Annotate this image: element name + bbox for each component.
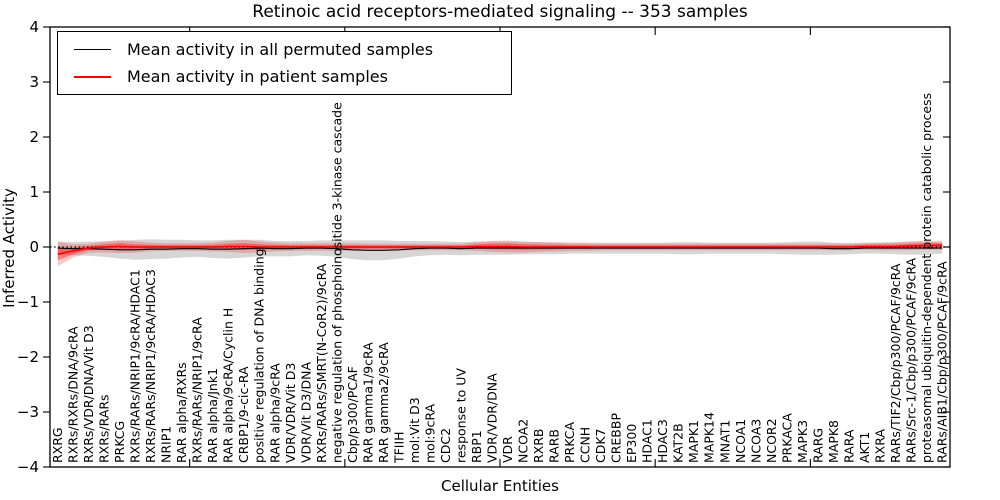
y-tick-label: 2 (29, 128, 39, 146)
x-tick-label: KAT2B (671, 423, 686, 463)
chart-title: Retinoic acid receptors-mediated signali… (252, 2, 748, 22)
x-tick-label: mol:9cRA (422, 403, 437, 463)
y-tick-label: −2 (17, 348, 39, 366)
x-tick-label: RBP1 (469, 430, 484, 463)
x-tick-label: PRKACA (779, 413, 794, 463)
legend-entry-patient: Mean activity in patient samples (58, 64, 511, 90)
y-tick-label: 0 (29, 238, 39, 256)
x-tick-label: RAR alpha/Jnk1 (205, 368, 220, 463)
y-tick-label: −3 (17, 403, 39, 421)
x-tick-label: RXRs/RARs/NRIP1/9cRA/HDAC1 (128, 269, 143, 463)
x-tick-label: RXRs/RARs/SMRT(N-CoR2)/9cRA (314, 263, 329, 463)
x-tick-label: CRBP1/9-cic-RA (236, 366, 251, 463)
x-tick-label: MAPK14 (702, 412, 717, 463)
x-tick-label: RXRA (872, 429, 887, 463)
x-tick-label: RXRG (50, 427, 65, 463)
x-tick-label: RAR gamma2/9cRA (376, 342, 391, 463)
x-tick-label: RARs/TIF2/Cbp/p300/PCAF/9cRA (888, 263, 903, 463)
x-tick-label: NCOA1 (733, 419, 748, 463)
x-tick-label: HDAC3 (655, 419, 670, 463)
x-tick-label: RAR alpha/RXRs (174, 362, 189, 463)
x-tick-label: MAPK1 (686, 420, 701, 463)
patient-mean-line (57, 244, 943, 255)
x-tick-label: AKT1 (857, 432, 872, 463)
x-tick-label: MAPK8 (826, 420, 841, 463)
x-tick-label: RAR alpha/9cRA (267, 363, 282, 463)
x-tick-label: NCOA2 (516, 419, 531, 463)
x-tick-label: VDR (500, 436, 515, 463)
permuted-std-band (57, 239, 943, 261)
y-tick-label: −4 (17, 458, 39, 476)
axes-frame (49, 26, 951, 468)
x-tick-label: response to UV (453, 368, 468, 463)
x-tick-label: RAR gamma1/9cRA (360, 342, 375, 463)
x-tick-label: VDR/Vit D3/DNA (298, 362, 313, 463)
x-tick-label: VDR/VDR/Vit D3 (283, 363, 298, 463)
x-tick-label: positive regulation of DNA binding (252, 248, 267, 463)
x-tick-label: NRIP1 (159, 426, 174, 463)
y-axis-label: Inferred Activity (0, 188, 18, 308)
y-tick-label: 4 (29, 18, 39, 36)
x-tick-label: RXRs/RXRs/DNA/9cRA (66, 326, 81, 463)
x-tick-label: RXRs/VDR/DNA/Vit D3 (81, 325, 96, 463)
legend-line-patient (74, 75, 111, 78)
legend-line-permuted (74, 49, 111, 50)
x-tick-label: negative regulation of phosphoinositide … (329, 102, 344, 463)
x-tick-label: RARA (841, 429, 856, 463)
x-tick-label: NCOR2 (764, 418, 779, 463)
x-axis-label: Cellular Entities (441, 477, 559, 495)
x-tick-label: MNAT1 (717, 420, 732, 463)
legend-entry-permuted: Mean activity in all permuted samples (58, 37, 511, 63)
x-tick-label: NCOA3 (748, 419, 763, 463)
x-tick-label: RXRs/RARs/NRIP1/9cRA/HDAC3 (143, 269, 158, 463)
x-tick-label: VDR/VDR/DNA (484, 373, 499, 463)
x-tick-label: CREBBP (609, 413, 624, 463)
x-tick-label: EP300 (624, 424, 639, 463)
legend-label-patient: Mean activity in patient samples (127, 67, 388, 86)
x-tick-label: RARB (547, 429, 562, 463)
x-tick-label: RXRs/RARs (97, 394, 112, 463)
y-tick-label: 3 (29, 73, 39, 91)
x-tick-label: CCNH (578, 427, 593, 463)
y-tick-label: −1 (17, 293, 39, 311)
legend: Mean activity in all permuted samples Me… (57, 31, 512, 95)
x-tick-label: RAR alpha/9cRA/Cyclin H (221, 308, 236, 463)
x-tick-label: TFIIH (391, 431, 406, 464)
x-tick-label: mol:Vit D3 (407, 397, 422, 463)
x-tick-label: PRKCG (112, 421, 127, 463)
x-tick-label: Cbp/p300/PCAF (345, 366, 360, 463)
x-tick-label: CDK7 (593, 428, 608, 463)
x-tick-label: MAPK3 (795, 420, 810, 463)
x-tick-label: RXRB (531, 428, 546, 463)
x-tick-label: HDAC1 (640, 419, 655, 463)
x-tick-label: PRKCA (562, 422, 577, 463)
x-tick-label: RARs/Src-1/Cbp/p300/PCAF/9cRA (903, 257, 918, 463)
legend-label-permuted: Mean activity in all permuted samples (127, 40, 434, 59)
x-tick-label: RXRs/RARs/NRIP1/9cRA (190, 317, 205, 463)
x-tick-label: RARG (810, 428, 825, 463)
y-tick-label: 1 (29, 183, 39, 201)
permuted-mean-line (57, 247, 943, 251)
x-tick-label: CDC2 (438, 428, 453, 463)
x-tick-label: proteasomal ubiquitin-dependent protein … (919, 93, 934, 463)
x-tick-label: RARs/AIB1/Cbp/p300/PCAF/9cRA (934, 261, 949, 463)
